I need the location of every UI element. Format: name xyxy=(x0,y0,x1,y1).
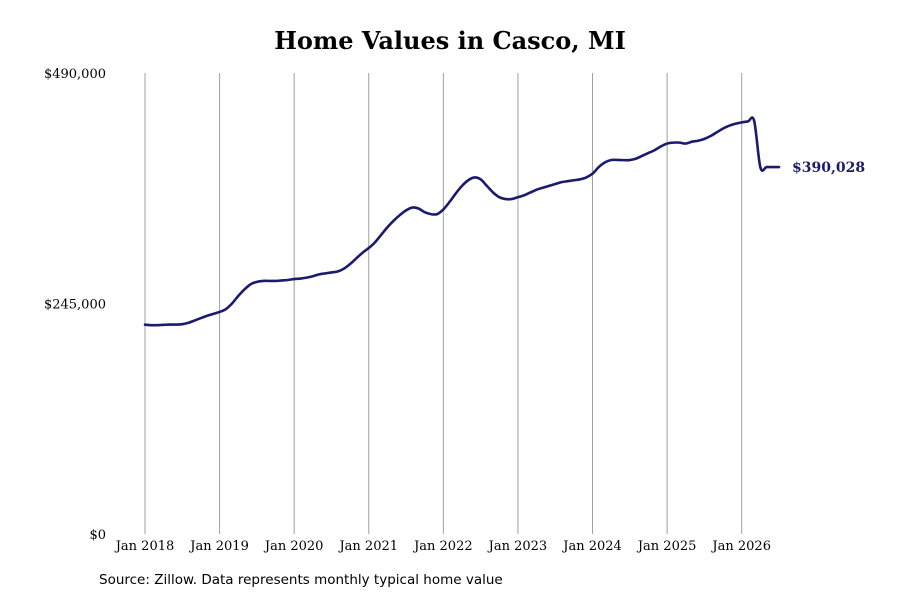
x-tick-label: Jan 2019 xyxy=(188,539,249,554)
series-layer xyxy=(143,116,781,327)
grid-layer xyxy=(144,73,743,534)
x-tick-label: Jan 2026 xyxy=(710,539,771,554)
end-value-label: $390,028 xyxy=(792,160,865,176)
x-tick-label: Jan 2023 xyxy=(487,539,548,554)
y-tick-label: $245,000 xyxy=(44,298,106,313)
x-tick-label: Jan 2024 xyxy=(561,539,622,554)
x-tick-label: Jan 2018 xyxy=(114,539,175,554)
y-axis: $0 $245,000 $490,000 xyxy=(44,67,106,543)
source-note: Source: Zillow. Data represents monthly … xyxy=(99,572,503,588)
chart-title: Home Values in Casco, MI xyxy=(274,26,626,55)
x-tick-label: Jan 2020 xyxy=(263,539,324,554)
y-tick-label: $490,000 xyxy=(44,67,106,82)
end-label-layer: $390,028 xyxy=(792,160,865,176)
series-line xyxy=(143,116,781,327)
x-tick-label: Jan 2025 xyxy=(636,539,697,554)
x-tick-label: Jan 2021 xyxy=(337,539,398,554)
x-tick-label: Jan 2022 xyxy=(412,539,473,554)
y-tick-label: $0 xyxy=(89,528,106,543)
x-axis: Jan 2018 Jan 2019 Jan 2020 Jan 2021 Jan 2022… xyxy=(114,539,771,554)
